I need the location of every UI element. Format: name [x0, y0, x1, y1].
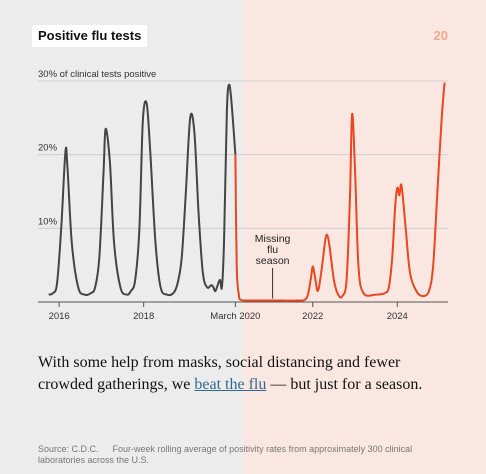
- annotation-line: flu: [267, 244, 278, 256]
- caption-text-before: With some help from masks, social distan…: [38, 354, 401, 393]
- x-tick-label: 2022: [302, 311, 323, 322]
- x-axis: [38, 301, 448, 307]
- annotation-line: season: [256, 255, 290, 267]
- y-tick-label: 10%: [38, 216, 58, 227]
- y-tick-label: 20%: [38, 143, 58, 154]
- source-text: Four-week rolling average of positivity …: [38, 444, 413, 465]
- pandemic-panel: [243, 0, 486, 474]
- pre-series-line: [48, 83, 237, 297]
- chart-title: Positive flu tests: [32, 25, 148, 47]
- x-tick-label: 2024: [387, 311, 408, 322]
- beat-the-flu-link[interactable]: beat the flu: [194, 376, 267, 393]
- gridlines: [38, 80, 448, 229]
- x-tick-label: 2016: [49, 311, 70, 322]
- caption: With some help from masks, social distan…: [38, 352, 458, 396]
- source-label: Source: C.D.C.: [38, 444, 99, 454]
- annotation-line: Missing: [255, 233, 291, 245]
- series-lines: [48, 82, 446, 302]
- axis-labels: 30% of clinical tests positive 20% 10% 2016…: [38, 69, 408, 322]
- y-tick-label: 30% of clinical tests positive: [38, 69, 156, 80]
- x-tick-label: 2018: [133, 311, 154, 322]
- pre-pandemic-panel: [0, 0, 243, 474]
- page-number: 20: [433, 28, 448, 43]
- pandemic-series-line: [234, 82, 446, 302]
- source-note: Source: C.D.C. Four-week rolling average …: [38, 444, 458, 466]
- caption-text-after: — but just for a season.: [266, 376, 423, 393]
- x-tick-label: March 2020: [210, 311, 260, 322]
